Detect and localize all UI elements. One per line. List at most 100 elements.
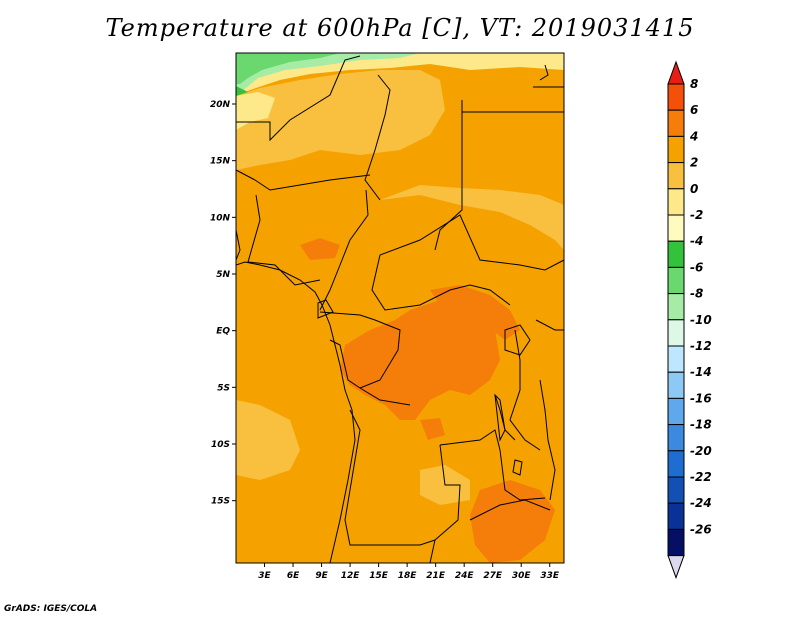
coastline — [236, 229, 241, 261]
lon-tick-label: 3E — [258, 571, 271, 581]
lon-tick-label: 9E — [315, 571, 328, 581]
lat-tick-label: 15N — [210, 157, 231, 167]
region-warm-southeast — [470, 480, 555, 563]
region-warm-northeast — [430, 285, 520, 340]
country-borders — [236, 55, 564, 563]
border-line — [539, 379, 556, 501]
lat-tick-label: EQ — [216, 327, 230, 337]
colorbar-label: -18 — [690, 418, 712, 432]
colorbar-swatch — [667, 424, 685, 452]
colorbar-swatch — [667, 371, 685, 399]
colorbar-label: -10 — [690, 313, 712, 327]
lon-tick-label: 33E — [540, 571, 560, 581]
border-line — [371, 254, 511, 311]
lat-tick-label: 10S — [211, 440, 230, 450]
region-warm-spot — [420, 418, 445, 440]
colorbar-swatch — [667, 450, 685, 478]
colorbar-swatch — [667, 528, 685, 557]
lon-tick-label: 15E — [369, 571, 389, 581]
border-line — [434, 100, 463, 251]
region-green — [236, 53, 340, 84]
lon-tick-label: 12E — [341, 571, 361, 581]
colorbar-swatch — [667, 319, 685, 347]
colorbar-label: -26 — [690, 522, 712, 536]
region-warm-nigeria — [300, 238, 340, 260]
border-line — [439, 429, 546, 501]
map-title: Temperature at 600hPa [C], VT: 201903141… — [105, 14, 695, 42]
border-line — [469, 499, 551, 521]
lon-tick-label: 27E — [483, 571, 503, 581]
lat-tick-label: 10N — [210, 213, 231, 223]
colorbar-swatch — [667, 109, 685, 137]
border-line — [317, 299, 334, 319]
lon-tick-label: 6E — [287, 571, 300, 581]
map-frame — [235, 52, 565, 564]
colorbar-label: -8 — [690, 287, 703, 301]
colorbar-label: -16 — [690, 391, 712, 405]
lake-victoria — [504, 324, 531, 356]
colorbar-swatch — [667, 293, 685, 321]
lon-tick-label: 24E — [455, 571, 475, 581]
region-light-orange-central — [380, 185, 564, 250]
coastline — [236, 261, 356, 563]
colorbar-swatch — [667, 214, 685, 242]
border-line — [344, 409, 436, 546]
colorbar-label: -14 — [690, 365, 712, 379]
colorbar-swatch — [667, 476, 685, 504]
colorbar-label: -12 — [690, 339, 712, 353]
colorbar-swatch — [667, 162, 685, 190]
border-line — [494, 394, 516, 441]
border-line — [429, 444, 461, 563]
border-line — [236, 55, 361, 142]
border-line — [319, 311, 401, 389]
colorbar-label: 2 — [690, 156, 698, 170]
lat-tick-label: 5S — [217, 383, 230, 393]
border-line — [462, 86, 564, 113]
lat-tick-label: 5N — [216, 270, 230, 280]
region-light-orange-north — [236, 70, 445, 170]
colorbar-label: 6 — [690, 103, 698, 117]
lon-tick-label: 18E — [398, 571, 418, 581]
colorbar-label: 0 — [690, 182, 698, 196]
lake-malawi — [512, 459, 523, 476]
colorbar-swatch — [667, 188, 685, 216]
border-line — [329, 339, 411, 406]
colorbar-label: -22 — [690, 470, 712, 484]
border-line — [364, 74, 391, 201]
lon-tick-label: 30E — [512, 571, 532, 581]
colorbar-swatch — [667, 135, 685, 164]
lat-tick-label: 20N — [210, 100, 231, 110]
border-line — [379, 214, 564, 271]
region-warm-congo — [340, 300, 500, 420]
colorbar-swatch — [667, 266, 685, 295]
colorbar-label: -4 — [690, 234, 703, 248]
colorbar-label: -6 — [690, 260, 703, 274]
colorbar-swatch — [667, 240, 685, 268]
region-light-orange-west — [236, 400, 300, 480]
colorbar-swatch — [667, 397, 685, 426]
lon-tick-label: 21E — [426, 571, 446, 581]
colorbar-swatch — [667, 345, 685, 373]
footer-credit: GrADS: IGES/COLA — [4, 604, 98, 614]
lake-tanganyika — [494, 393, 506, 442]
border-line — [319, 189, 369, 311]
colorbar-swatch — [667, 83, 685, 111]
region-pale-northwest — [236, 92, 275, 130]
colorbar-swatch — [667, 502, 685, 530]
colorbar: 8 6 4 2 0 -2 -4 -6 -8 -10 -12 -14 -16 -18 -20 -22 -24 -26 — [667, 60, 712, 580]
river-nile — [539, 64, 549, 81]
colorbar-label: 8 — [690, 77, 698, 91]
border-line — [535, 319, 564, 331]
border-line — [247, 194, 321, 286]
lat-tick-label: 15S — [211, 497, 230, 507]
border-line — [236, 169, 371, 191]
colorbar-top-arrow — [667, 60, 685, 85]
latitude-axis: 20N 15N 10N 5N EQ 5S 10S 15S — [210, 100, 236, 507]
colorbar-label: -24 — [690, 496, 712, 510]
colorbar-bottom-arrow — [667, 555, 685, 580]
colorbar-label: -2 — [690, 208, 703, 222]
colorbar-label: -20 — [690, 444, 712, 458]
colorbar-label: 4 — [689, 129, 698, 143]
longitude-axis: 3E 6E 9E 12E 15E 18E 21E 24E 27E 30E 33E — [258, 563, 560, 581]
